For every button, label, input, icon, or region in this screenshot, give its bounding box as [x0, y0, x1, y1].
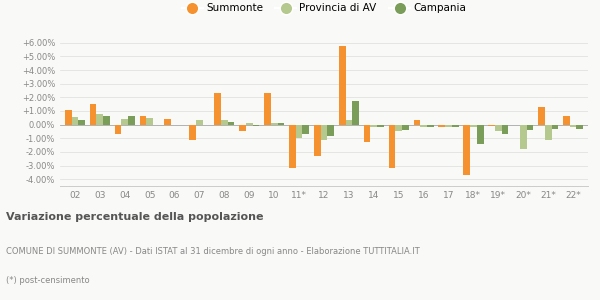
Bar [221, 120, 228, 124]
Bar [352, 101, 359, 124]
Bar [470, 124, 477, 127]
Bar [395, 124, 402, 131]
Text: Variazione percentuale della popolazione: Variazione percentuale della popolazione [6, 212, 263, 221]
Bar [420, 124, 427, 128]
Bar [164, 119, 171, 124]
Bar [463, 124, 470, 175]
Bar [520, 124, 527, 149]
Bar [289, 124, 296, 168]
Text: COMUNE DI SUMMONTE (AV) - Dati ISTAT al 31 dicembre di ogni anno - Elaborazione : COMUNE DI SUMMONTE (AV) - Dati ISTAT al … [6, 248, 420, 256]
Bar [264, 93, 271, 124]
Bar [377, 124, 384, 128]
Text: (*) post-censimento: (*) post-censimento [6, 276, 89, 285]
Bar [214, 93, 221, 124]
Bar [452, 124, 458, 127]
Bar [271, 123, 278, 124]
Bar [90, 104, 97, 124]
Bar [140, 116, 146, 124]
Bar [97, 114, 103, 124]
Bar [65, 110, 71, 124]
Bar [314, 124, 320, 156]
Bar [103, 116, 110, 124]
Bar [128, 116, 135, 124]
Bar [339, 46, 346, 124]
Bar [427, 124, 434, 127]
Bar [413, 120, 420, 124]
Bar [527, 124, 533, 130]
Bar [563, 116, 569, 124]
Bar [196, 120, 203, 124]
Bar [253, 124, 259, 126]
Bar [402, 124, 409, 130]
Bar [328, 124, 334, 136]
Bar [477, 124, 484, 144]
Bar [278, 123, 284, 124]
Bar [246, 123, 253, 124]
Bar [538, 107, 545, 124]
Legend: Summonte, Provincia di AV, Campania: Summonte, Provincia di AV, Campania [178, 0, 470, 17]
Bar [115, 124, 121, 134]
Bar [488, 124, 495, 126]
Bar [370, 124, 377, 128]
Bar [71, 117, 79, 124]
Bar [146, 118, 153, 124]
Bar [79, 120, 85, 124]
Bar [320, 124, 328, 140]
Bar [364, 124, 370, 142]
Bar [389, 124, 395, 168]
Bar [445, 124, 452, 128]
Bar [190, 124, 196, 140]
Bar [569, 124, 577, 127]
Bar [296, 124, 302, 138]
Bar [239, 124, 246, 131]
Bar [495, 124, 502, 131]
Bar [346, 120, 352, 124]
Bar [551, 124, 558, 129]
Bar [502, 124, 508, 134]
Bar [439, 124, 445, 127]
Bar [121, 119, 128, 124]
Bar [513, 124, 520, 125]
Bar [228, 122, 235, 124]
Bar [545, 124, 551, 140]
Bar [577, 124, 583, 129]
Bar [302, 124, 309, 134]
